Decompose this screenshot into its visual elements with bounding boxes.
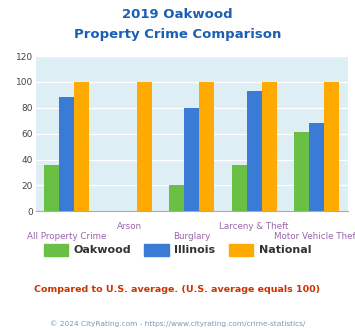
Bar	[294, 132, 309, 211]
Text: Larceny & Theft: Larceny & Theft	[219, 221, 289, 231]
Bar	[247, 91, 262, 211]
Text: Compared to U.S. average. (U.S. average equals 100): Compared to U.S. average. (U.S. average …	[34, 285, 321, 294]
Bar	[262, 82, 277, 211]
Bar	[169, 185, 184, 211]
Bar	[44, 165, 59, 211]
Bar	[232, 165, 247, 211]
Text: 2019 Oakwood: 2019 Oakwood	[122, 8, 233, 21]
Text: © 2024 CityRating.com - https://www.cityrating.com/crime-statistics/: © 2024 CityRating.com - https://www.city…	[50, 321, 305, 327]
Bar	[324, 82, 339, 211]
Text: Motor Vehicle Theft: Motor Vehicle Theft	[274, 232, 355, 241]
Bar	[309, 123, 324, 211]
Bar	[59, 97, 74, 211]
Text: All Property Crime: All Property Crime	[27, 232, 106, 241]
Bar	[184, 108, 199, 211]
Bar	[137, 82, 152, 211]
Text: Burglary: Burglary	[173, 232, 210, 241]
Bar	[199, 82, 214, 211]
Text: Arson: Arson	[117, 221, 142, 231]
Legend: Oakwood, Illinois, National: Oakwood, Illinois, National	[39, 239, 316, 260]
Text: Property Crime Comparison: Property Crime Comparison	[74, 28, 281, 41]
Bar	[74, 82, 89, 211]
